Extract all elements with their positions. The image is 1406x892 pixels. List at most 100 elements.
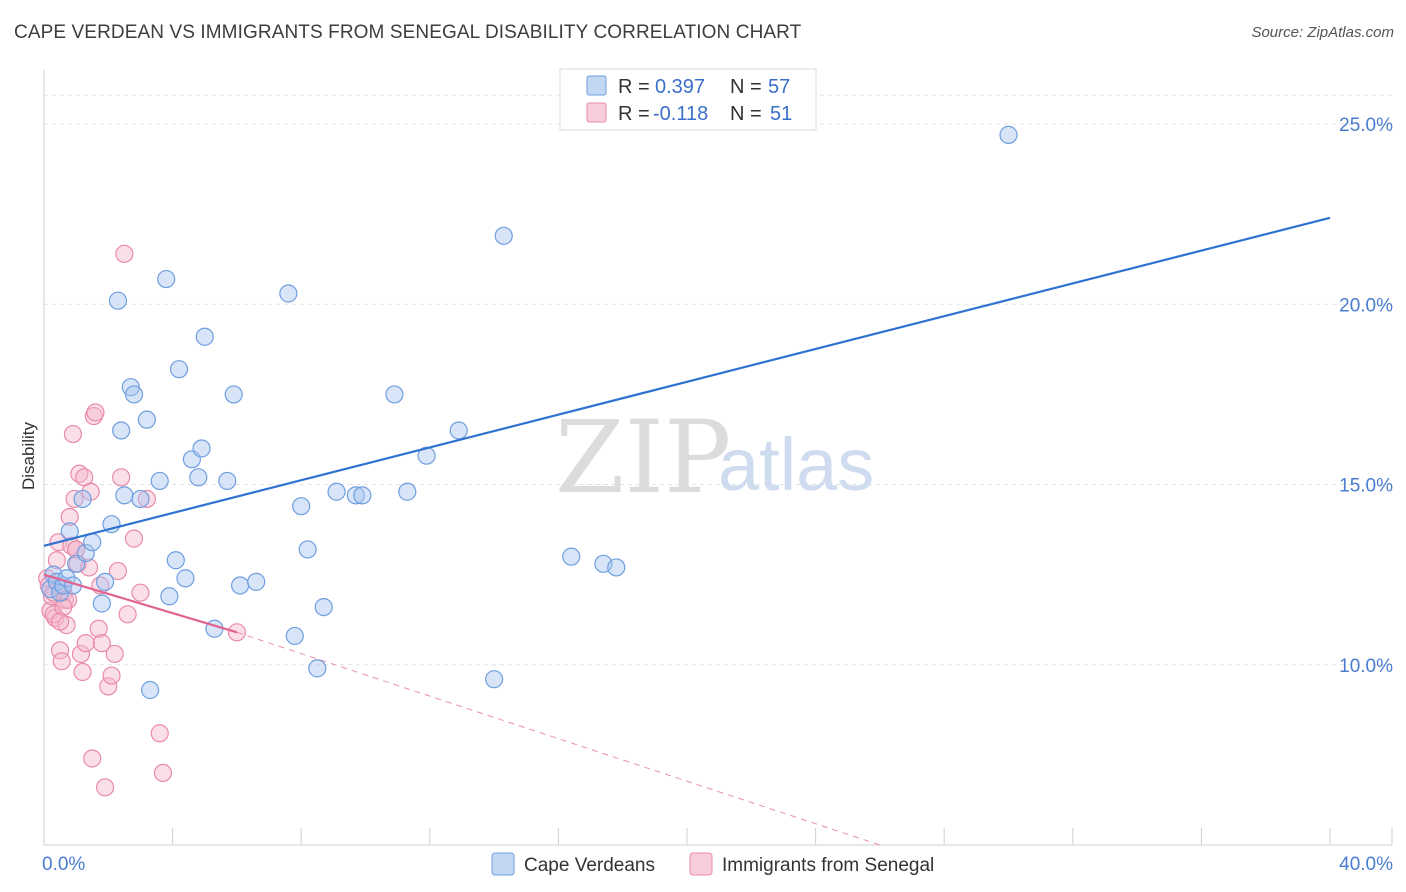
series-senegal-points bbox=[38, 244, 246, 797]
legend-n-label: N = bbox=[730, 103, 762, 125]
senegal-point bbox=[112, 468, 131, 487]
cape-verdean-trend-line bbox=[43, 216, 1331, 547]
cape-verdean-point bbox=[76, 543, 95, 563]
senegal-point bbox=[131, 583, 150, 602]
cape-verdean-point bbox=[195, 327, 214, 346]
senegal-point bbox=[150, 724, 169, 743]
senegal-point bbox=[102, 666, 121, 685]
cape-verdean-point bbox=[92, 594, 111, 613]
y-tick-label: 20.0% bbox=[1339, 295, 1393, 316]
senegal-point bbox=[118, 605, 137, 624]
legend-n-value: 57 bbox=[768, 76, 790, 98]
watermark-zip: ZIP bbox=[555, 399, 731, 516]
cape-verdean-point bbox=[224, 385, 243, 404]
series-legend-swatch-blue bbox=[491, 852, 515, 876]
chart-title: CAPE VERDEAN VS IMMIGRANTS FROM SENEGAL … bbox=[14, 22, 802, 43]
cape-verdean-point bbox=[115, 486, 134, 505]
legend-n-label: N = bbox=[730, 76, 762, 98]
cape-verdean-point bbox=[131, 489, 150, 509]
cape-verdean-point bbox=[346, 486, 365, 505]
cape-verdean-point bbox=[166, 551, 185, 570]
legend-r-label: R = bbox=[618, 103, 650, 125]
cape-verdean-point bbox=[124, 385, 144, 404]
cape-verdean-point bbox=[449, 421, 468, 440]
senegal-point bbox=[108, 561, 128, 581]
senegal-point bbox=[86, 403, 105, 422]
cape-verdean-point bbox=[353, 486, 372, 505]
cape-verdean-point bbox=[137, 410, 156, 429]
cape-verdean-point bbox=[218, 471, 237, 491]
senegal-point bbox=[153, 763, 173, 783]
legend-n-value: 51 bbox=[770, 103, 792, 125]
senegal-trend-line bbox=[43, 573, 238, 634]
cape-verdean-point bbox=[562, 547, 581, 566]
cape-verdean-point bbox=[494, 226, 513, 245]
x-tick-labels: 0.0% 40.0% bbox=[42, 854, 1393, 875]
senegal-point bbox=[99, 677, 118, 696]
senegal-trend-extension bbox=[236, 631, 881, 846]
stats-legend: R = 0.397 N = 57 R = -0.118 N = 51 bbox=[559, 68, 817, 131]
cape-verdean-point bbox=[385, 385, 404, 404]
senegal-point bbox=[83, 749, 102, 768]
axes bbox=[43, 70, 1393, 846]
senegal-point bbox=[105, 644, 124, 664]
cape-verdean-point bbox=[160, 587, 179, 606]
senegal-point bbox=[50, 612, 70, 631]
senegal-point bbox=[76, 634, 95, 653]
legend-r-label: R = bbox=[618, 76, 650, 98]
cape-verdean-point bbox=[292, 497, 311, 516]
series-cape-verdean-points bbox=[41, 125, 1018, 700]
cape-verdean-point bbox=[607, 558, 626, 577]
series-legend-label: Immigrants from Senegal bbox=[722, 855, 934, 876]
cape-verdean-point bbox=[398, 482, 417, 501]
cape-verdean-point bbox=[108, 291, 128, 310]
x-tick-label: 0.0% bbox=[42, 854, 85, 875]
cape-verdean-point bbox=[150, 471, 169, 491]
cape-verdean-point bbox=[999, 125, 1018, 144]
cape-verdean-point bbox=[279, 284, 298, 303]
cape-verdean-point bbox=[140, 680, 160, 700]
cape-verdean-point bbox=[112, 421, 131, 440]
cape-verdean-point bbox=[247, 572, 266, 591]
senegal-point bbox=[52, 652, 71, 671]
senegal-point bbox=[89, 619, 108, 638]
watermark-atlas: atlas bbox=[718, 423, 874, 506]
senegal-point bbox=[44, 605, 63, 624]
series-legend: Cape Verdeans Immigrants from Senegal bbox=[491, 852, 934, 876]
cape-verdean-point bbox=[231, 576, 250, 595]
legend-r-value: 0.397 bbox=[655, 76, 705, 98]
x-tick-label: 40.0% bbox=[1339, 854, 1393, 875]
senegal-point bbox=[124, 529, 144, 548]
trend-lines bbox=[43, 216, 1331, 846]
cape-verdean-point bbox=[189, 468, 208, 487]
cape-verdean-point bbox=[95, 572, 115, 591]
series-legend-swatch-pink bbox=[689, 852, 713, 876]
cape-verdean-point bbox=[485, 670, 504, 689]
cape-verdean-point bbox=[73, 489, 92, 509]
y-tick-labels: 10.0% 15.0% 20.0% 25.0% bbox=[1339, 115, 1393, 677]
cape-verdean-point bbox=[169, 360, 189, 379]
y-tick-label: 10.0% bbox=[1339, 656, 1393, 677]
y-tick-label: 15.0% bbox=[1339, 476, 1393, 497]
legend-swatch-blue bbox=[586, 75, 607, 96]
series-legend-label: Cape Verdeans bbox=[524, 855, 655, 876]
source-credit: Source: ZipAtlas.com bbox=[1251, 24, 1394, 41]
senegal-point bbox=[63, 424, 83, 444]
senegal-point bbox=[71, 644, 91, 664]
y-tick-label: 25.0% bbox=[1339, 115, 1393, 136]
senegal-point bbox=[115, 244, 134, 263]
cape-verdean-point bbox=[308, 659, 327, 678]
y-axis-label: Disability bbox=[19, 421, 38, 490]
legend-r-value: -0.118 bbox=[653, 103, 708, 125]
senegal-point bbox=[47, 551, 66, 570]
cape-verdean-point bbox=[157, 269, 176, 289]
legend-swatch-pink bbox=[586, 102, 607, 123]
senegal-point bbox=[92, 634, 111, 653]
senegal-point bbox=[73, 662, 92, 682]
senegal-point bbox=[60, 507, 79, 527]
cape-verdean-point bbox=[176, 569, 195, 588]
cape-verdean-point bbox=[285, 626, 304, 646]
senegal-point bbox=[67, 540, 86, 559]
senegal-point bbox=[95, 778, 115, 797]
